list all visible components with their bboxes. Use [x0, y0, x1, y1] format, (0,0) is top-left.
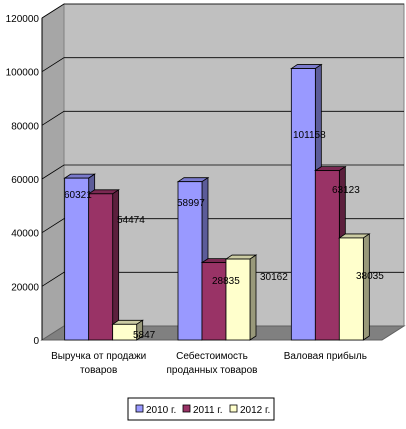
- gridline: [41, 3, 404, 19]
- y-tick-label: 120000: [6, 14, 40, 25]
- legend-swatch: [229, 404, 238, 413]
- bar-side: [112, 189, 120, 341]
- bar: [225, 258, 251, 341]
- data-label: 58997: [177, 198, 205, 209]
- y-tick-label: 80000: [11, 121, 39, 132]
- bar: [290, 68, 316, 341]
- x-category-label: Выручка от продажи: [51, 351, 146, 362]
- y-tick-label: 20000: [11, 282, 39, 293]
- data-label: 60321: [64, 190, 92, 201]
- legend-swatch: [135, 404, 144, 413]
- x-category-label: Валовая прибыль: [284, 350, 367, 362]
- legend-label: 2010 г.: [146, 405, 176, 416]
- legend-label: 2012 г.: [240, 405, 270, 416]
- y-tick-label: 0: [33, 336, 39, 347]
- x-category-label: проданных товаров: [167, 365, 258, 376]
- data-label: 63123: [332, 185, 360, 196]
- legend-label: 2011 г.: [193, 405, 223, 416]
- gridline: [41, 218, 404, 234]
- bar: [314, 170, 340, 341]
- legend-swatch: [182, 404, 191, 413]
- x-category-label: Себестоимость: [176, 350, 248, 362]
- bar: [64, 177, 90, 341]
- legend-box: [127, 397, 275, 421]
- y-tick-label: 100000: [6, 68, 40, 79]
- data-label: 54474: [117, 215, 145, 226]
- x-category-label: товаров: [80, 365, 117, 376]
- gridline: [41, 57, 404, 73]
- gridline: [41, 164, 404, 180]
- bar: [338, 237, 364, 341]
- data-label: 38035: [356, 271, 384, 282]
- bar: [177, 181, 203, 341]
- data-label: 30162: [260, 272, 288, 283]
- data-label: 5847: [133, 330, 156, 341]
- bar-side: [362, 233, 370, 341]
- data-label: 28835: [212, 276, 240, 287]
- gridline: [41, 110, 404, 126]
- gridline: [41, 271, 404, 287]
- y-tick-label: 60000: [11, 175, 39, 186]
- y-tick-label: 40000: [11, 229, 39, 240]
- bar: [201, 262, 227, 341]
- bar: [112, 323, 138, 341]
- bar-side: [249, 254, 257, 341]
- bar: [88, 193, 114, 341]
- data-label: 101158: [293, 130, 326, 141]
